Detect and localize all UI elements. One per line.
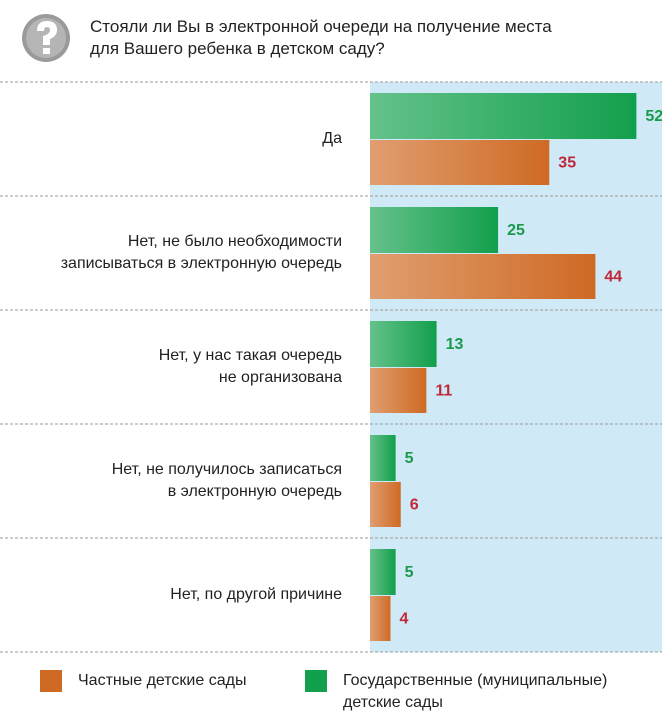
value-label: 13 — [446, 336, 464, 353]
legend-label: Государственные (муниципальные) детские … — [343, 672, 608, 711]
question-icon — [22, 14, 70, 62]
category-label: Нет, не получилось записаться в электрон… — [111, 461, 342, 500]
bar-sheen — [370, 93, 637, 139]
category-label: Нет, по другой причине — [170, 586, 342, 603]
value-label: 25 — [507, 222, 525, 239]
legend-swatch — [40, 670, 62, 692]
category-label: Нет, не было необходимости записываться … — [60, 233, 342, 272]
chart-title: Стояли ли Вы в электронной очереди на по… — [90, 17, 552, 58]
bar-sheen — [370, 368, 427, 413]
category-label: Нет, у нас такая очередь не организована — [158, 347, 342, 386]
bar-sheen — [370, 549, 396, 595]
value-label: 6 — [410, 497, 419, 514]
value-label: 4 — [399, 611, 408, 628]
value-label: 11 — [435, 383, 452, 400]
category-label: Да — [322, 130, 342, 147]
legend-swatch — [305, 670, 327, 692]
bar-sheen — [370, 254, 596, 299]
bar-sheen — [370, 140, 550, 185]
value-label: 52 — [645, 108, 662, 125]
value-label: 44 — [604, 269, 622, 286]
value-label: 5 — [405, 564, 414, 581]
bar-sheen — [370, 596, 391, 641]
bar-sheen — [370, 482, 401, 527]
value-label: 5 — [405, 450, 414, 467]
legend-label: Частные детские сады — [78, 672, 247, 689]
value-label: 35 — [558, 155, 576, 172]
bar-sheen — [370, 207, 499, 253]
bar-sheen — [370, 435, 396, 481]
bar-sheen — [370, 321, 437, 367]
